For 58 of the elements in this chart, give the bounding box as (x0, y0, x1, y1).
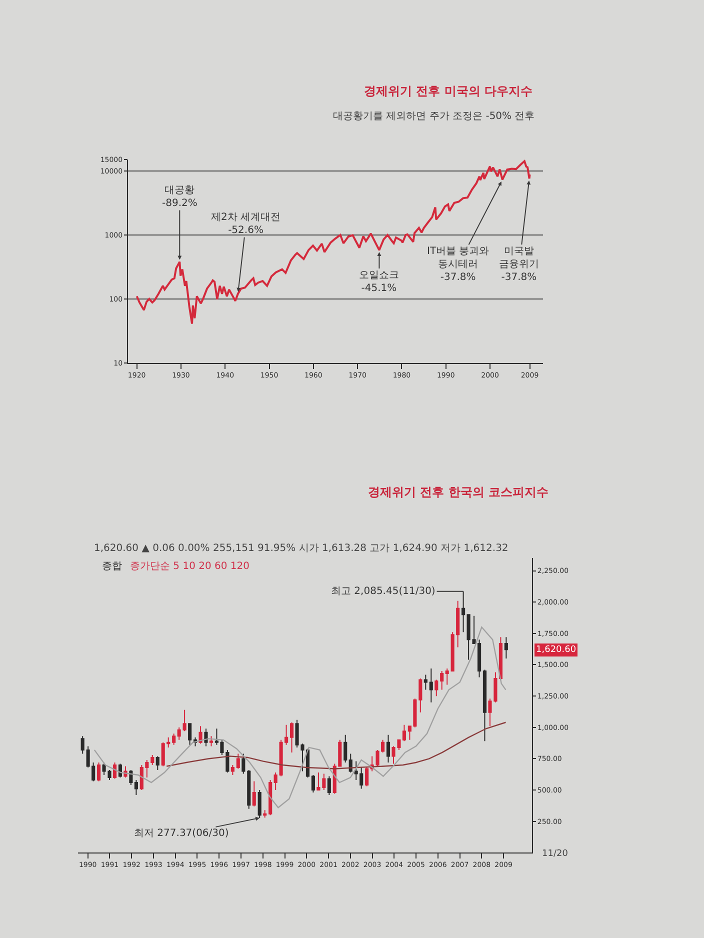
text: 1,620.60 ▲ 0.06 0.00% 255,151 91.95% 시가 1,613.28 고가 1,624.90 저가 1,612.32 (94, 543, 508, 554)
candlestick (290, 722, 294, 753)
candlestick (327, 776, 331, 796)
candlestick (274, 772, 278, 791)
annotation: 최고 2,085.45(11/30) (331, 586, 436, 597)
candlestick (418, 678, 422, 713)
candlestick (434, 679, 438, 697)
candlestick (316, 772, 320, 791)
candlestick (482, 669, 487, 742)
candlestick (188, 723, 192, 746)
candlestick (247, 770, 251, 810)
annotation: 최저 277.37(06/30) (134, 828, 229, 839)
candlestick (230, 764, 234, 776)
candlestick (322, 773, 326, 791)
line-series (166, 722, 506, 770)
candlestick (348, 753, 352, 773)
chart-title: 경제위기 전후 미국의 다우지수 (364, 84, 533, 98)
candlestick (263, 810, 267, 818)
candlestick (424, 674, 428, 690)
candlestick (504, 636, 508, 659)
candlestick (182, 709, 186, 732)
candlestick (177, 726, 181, 740)
candlestick (445, 668, 449, 686)
annotation: 오일쇼크 -45.1% (359, 270, 399, 294)
text: 1,620.60 (536, 645, 576, 655)
annotation: 종가단순 5 10 20 60 120 (130, 561, 250, 572)
candlestick (80, 736, 84, 754)
candlestick (252, 780, 256, 807)
candlestick (462, 590, 466, 633)
line-series (94, 626, 506, 808)
annotation: IT버블 붕괴와 동시테러 -37.8% (427, 246, 490, 283)
candlestick (386, 734, 390, 763)
annotation: 종합 (102, 561, 122, 572)
chart-subtitle: 대공황기를 제외하면 주가 조정은 -50% 전후 (333, 111, 535, 122)
candlestick (365, 766, 369, 787)
candlestick (311, 774, 315, 794)
candlestick (97, 762, 101, 782)
candlestick (429, 668, 433, 703)
candlestick (172, 733, 176, 746)
candlestick (477, 639, 482, 678)
text: 11/20 (542, 849, 568, 859)
annotation: 미국발 금융위기 -37.8% (499, 246, 539, 283)
candlestick (242, 753, 246, 774)
chart-title: 경제위기 전후 한국의 코스피지수 (368, 485, 549, 499)
candlestick (198, 726, 202, 744)
candlestick (236, 753, 240, 770)
candlestick (134, 780, 138, 796)
candlestick (268, 780, 272, 816)
candlestick (204, 728, 208, 747)
annotation: 대공황 -89.2% (162, 185, 198, 209)
candlestick (209, 736, 214, 747)
candlestick (156, 756, 160, 770)
candlestick (118, 763, 122, 778)
annotation: 제2차 세계대전 -52.6% (211, 212, 281, 236)
candlestick (150, 754, 154, 766)
candlestick (258, 790, 262, 818)
candlestick (344, 734, 348, 763)
candlestick (440, 670, 444, 690)
